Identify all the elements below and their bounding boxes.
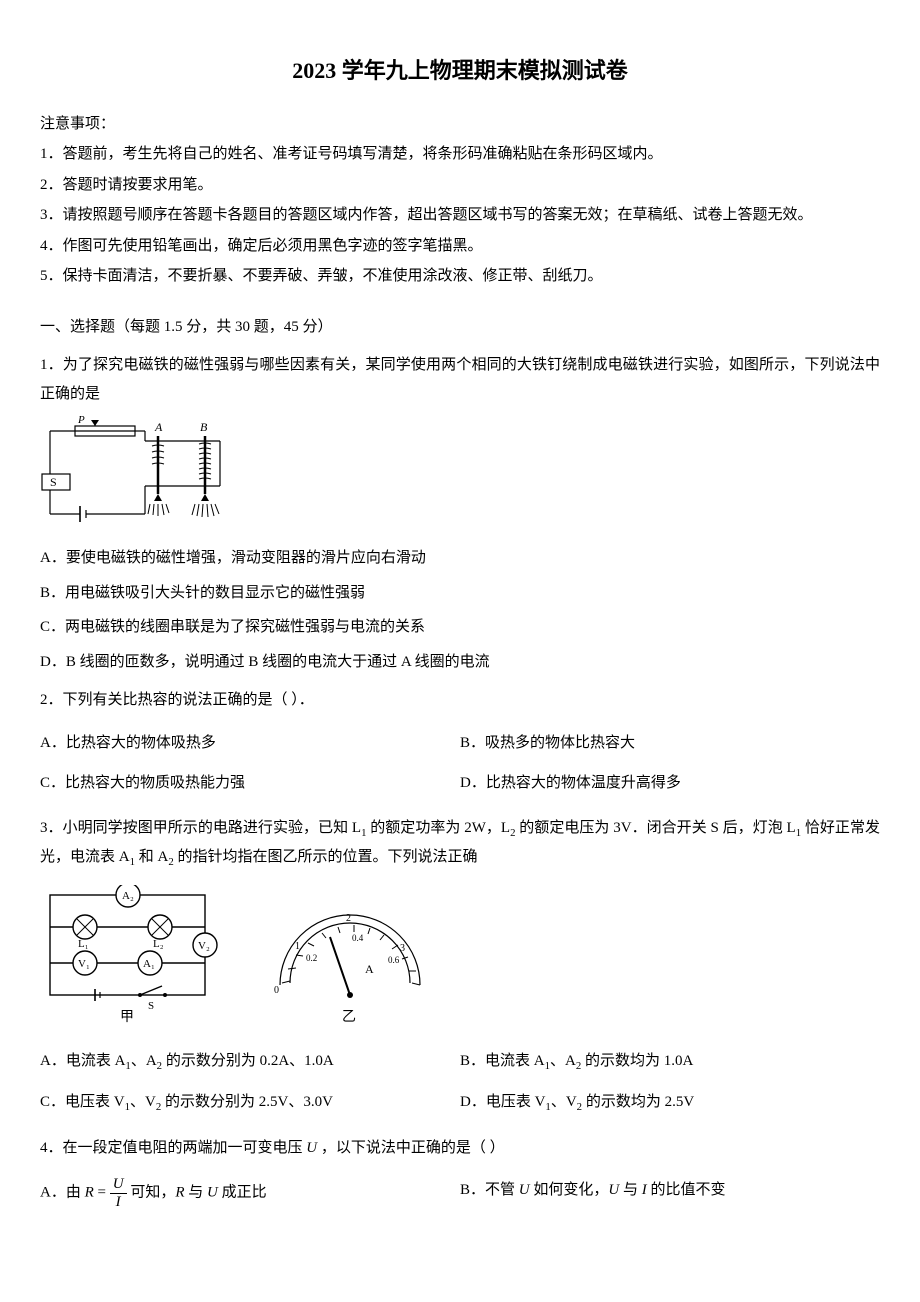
var-u: U [519,1182,530,1198]
q2-option-b: B．吸热多的物体比热容大 [460,729,880,758]
opt-part: 的示数均为 1.0A [581,1053,693,1069]
opt-part: A．电流表 A [40,1053,125,1069]
opt-part: 、A [550,1053,576,1069]
q3-diagram: A₂ L₁ L₂ V₂ V₁ A₁ S 甲 [40,885,880,1025]
scale-1: 1 [295,941,300,952]
q3-option-c: C．电压表 V1、V2 的示数分别为 2.5V、3.0V [40,1088,460,1118]
q3-stem: 3．小明同学按图甲所示的电路进行实验，已知 L1 的额定功率为 2W，L2 的额… [40,814,880,873]
page-title: 2023 学年九上物理期末模拟测试卷 [40,50,880,92]
q1-option-c: C．两电磁铁的线圈串联是为了探究磁性强弱与电流的关系 [40,613,880,642]
opt-part: 如何变化， [530,1182,609,1198]
instruction-item: 2．答题时请按要求用笔。 [40,171,880,200]
var-u: U [207,1185,218,1201]
a1-label: A₁ [143,958,155,970]
opt-part: 、A [131,1053,157,1069]
q4-stem-part: 4．在一段定值电阻的两端加一可变电压 [40,1140,306,1156]
var-r: R [175,1185,184,1201]
opt-part: 成正比 [218,1185,267,1201]
q3-option-b: B．电流表 A1、A2 的示数均为 1.0A [460,1047,880,1077]
scale-04: 0.4 [352,933,364,943]
opt-part: 的示数分别为 0.2A、1.0A [162,1053,334,1069]
instruction-item: 5．保持卡面清洁，不要折暴、不要弄破、弄皱，不准使用涂改液、修正带、刮纸刀。 [40,262,880,291]
opt-part: A．由 [40,1185,85,1201]
scale-0a: 0 [274,985,279,996]
q3-stem-part: 和 A [135,849,168,865]
opt-part: 、V [551,1094,577,1110]
left-caption: 甲 [120,1010,134,1025]
frac-num: U [110,1176,127,1194]
q2-options: A．比热容大的物体吸热多 B．吸热多的物体比热容大 C．比热容大的物质吸热能力强… [40,723,880,804]
scale-3: 3 [400,943,405,954]
q2-option-c: C．比热容大的物质吸热能力强 [40,769,460,798]
l1-label: L₁ [78,938,89,950]
q4-options: A．由 R = UI 可知，R 与 U 成正比 B．不管 U 如何变化，U 与 … [40,1170,880,1216]
var-u: U [306,1140,317,1156]
opt-part: B．电流表 A [460,1053,545,1069]
opt-part: 与 [619,1182,642,1198]
s-label: S [148,1000,154,1012]
opt-part: 的示数分别为 2.5V、3.0V [161,1094,333,1110]
var-r: R [85,1185,94,1201]
q3-stem-part: 3．小明同学按图甲所示的电路进行实验，已知 L [40,820,361,836]
opt-part: 的示数均为 2.5V [582,1094,694,1110]
coil-a-label: A [154,420,163,434]
scale-06: 0.6 [388,955,400,965]
q1-stem: 1．为了探究电磁铁的磁性强弱与哪些因素有关，某同学使用两个相同的大铁钉绕制成电磁… [40,351,880,408]
q2-option-d: D．比热容大的物体温度升高得多 [460,769,880,798]
q3-stem-part: 的额定电压为 3V．闭合开关 S 后，灯泡 L [515,820,795,836]
a2-label: A₂ [122,890,134,902]
opt-part: D．电压表 V [460,1094,545,1110]
opt-part: 、V [130,1094,156,1110]
var-u: U [608,1182,619,1198]
q1-option-d: D．B 线圈的匝数多，说明通过 B 线圈的电流大于通过 A 线圈的电流 [40,648,880,677]
opt-part: C．电压表 V [40,1094,125,1110]
opt-part: 的比值不变 [647,1182,726,1198]
unit-a: A [365,962,374,976]
q2-stem: 2．下列有关比热容的说法正确的是（ ）． [40,686,880,715]
q3-option-a: A．电流表 A1、A2 的示数分别为 0.2A、1.0A [40,1047,460,1077]
q3-stem-part: 的指针均指在图乙所示的位置。下列说法正确 [174,849,478,865]
q1-option-b: B．用电磁铁吸引大头针的数目显示它的磁性强弱 [40,579,880,608]
q1-option-a: A．要使电磁铁的磁性增强，滑动变阻器的滑片应向右滑动 [40,544,880,573]
instructions-block: 注意事项： 1．答题前，考生先将自己的姓名、准考证号码填写清楚，将条形码准确粘贴… [40,110,880,291]
switch-label: S [50,475,57,489]
q2-option-a: A．比热容大的物体吸热多 [40,729,460,758]
q3-option-d: D．电压表 V1、V2 的示数均为 2.5V [460,1088,880,1118]
q3-stem-part: 的额定功率为 2W，L [366,820,510,836]
q3-circuit-left: A₂ L₁ L₂ V₂ V₁ A₁ S 甲 [40,885,220,1025]
section-1-header: 一、选择题（每题 1.5 分，共 30 题，45 分） [40,313,880,342]
instruction-item: 1．答题前，考生先将自己的姓名、准考证号码填写清楚，将条形码准确粘贴在条形码区域… [40,140,880,169]
slider-p-label: P [77,416,85,426]
q4-option-b: B．不管 U 如何变化，U 与 I 的比值不变 [460,1176,880,1210]
instruction-item: 3．请按照题号顺序在答题卡各题目的答题区域内作答，超出答题区域书写的答案无效；在… [40,201,880,230]
frac-den: I [110,1194,127,1211]
instruction-item: 4．作图可先使用铅笔画出，确定后必须用黑色字迹的签字笔描黑。 [40,232,880,261]
scale-02: 0.2 [306,953,317,963]
q4-option-a: A．由 R = UI 可知，R 与 U 成正比 [40,1176,460,1210]
opt-part: 可知， [127,1185,176,1201]
v1-label: V₁ [78,958,90,970]
coil-b-label: B [200,420,208,434]
right-caption: 乙 [342,1009,356,1025]
opt-part: = [94,1185,110,1201]
q4-stem: 4．在一段定值电阻的两端加一可变电压 U ，以下说法中正确的是（ ） [40,1134,880,1163]
opt-part: B．不管 [460,1182,519,1198]
q4-stem-part: ，以下说法中正确的是（ ） [317,1140,505,1156]
l2-label: L₂ [153,938,164,950]
fraction: UI [110,1176,127,1210]
q3-options: A．电流表 A1、A2 的示数分别为 0.2A、1.0A B．电流表 A1、A2… [40,1041,880,1124]
q3-ammeter-dial: 0 1 0.2 2 0.4 3 0.6 A 乙 [260,905,440,1025]
scale-2: 2 [346,913,351,924]
instructions-heading: 注意事项： [40,110,880,139]
q1-circuit-diagram: S P A B [40,416,880,536]
v2-label: V₂ [198,940,210,952]
opt-part: 与 [185,1185,208,1201]
